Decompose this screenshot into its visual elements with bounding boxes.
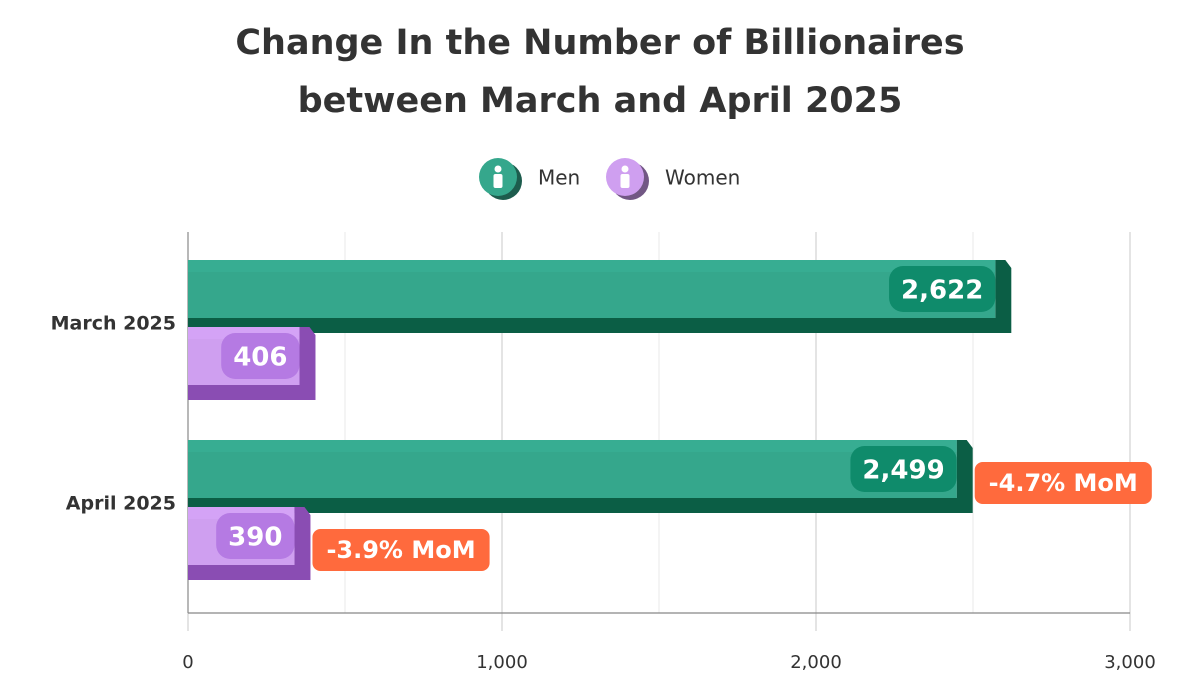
legend-label: Men: [538, 166, 580, 190]
y-tick-label: April 2025: [66, 493, 176, 515]
value-label-bubble: [221, 333, 300, 379]
legend-icon-head: [494, 165, 502, 173]
y-tick-label: March 2025: [51, 313, 176, 335]
value-label-bubble: [850, 446, 957, 492]
x-tick-label: 3,000: [1104, 652, 1156, 673]
value-label: 406: [233, 343, 287, 373]
bar-side: [188, 327, 316, 400]
annotation: -4.7% MoM: [989, 469, 1138, 497]
value-label: 2,499: [862, 456, 944, 486]
bar-side: [188, 507, 311, 580]
value-label-bubble: [889, 266, 996, 312]
annotation-box: [312, 529, 490, 571]
legend-icon-body: [620, 174, 630, 188]
bar-side: [188, 260, 1012, 333]
x-tick-label: 1,000: [476, 652, 528, 673]
x-tick-label: 2,000: [790, 652, 842, 673]
annotation-box: [974, 462, 1152, 504]
value-label-bubble: [216, 513, 295, 559]
chart-title: Change In the Number of Billionaires bet…: [235, 23, 965, 121]
legend-icon-head: [621, 165, 629, 173]
bar-highlight: [188, 440, 957, 452]
legend-icon-body: [493, 174, 503, 188]
value-label: 390: [228, 523, 282, 553]
x-tick-label: 0: [182, 652, 193, 673]
bar-highlight: [188, 260, 996, 272]
bar-side: [188, 440, 973, 513]
annotation: -3.9% MoM: [326, 536, 475, 564]
value-label: 2,622: [901, 276, 983, 306]
legend-label: Women: [665, 166, 740, 190]
